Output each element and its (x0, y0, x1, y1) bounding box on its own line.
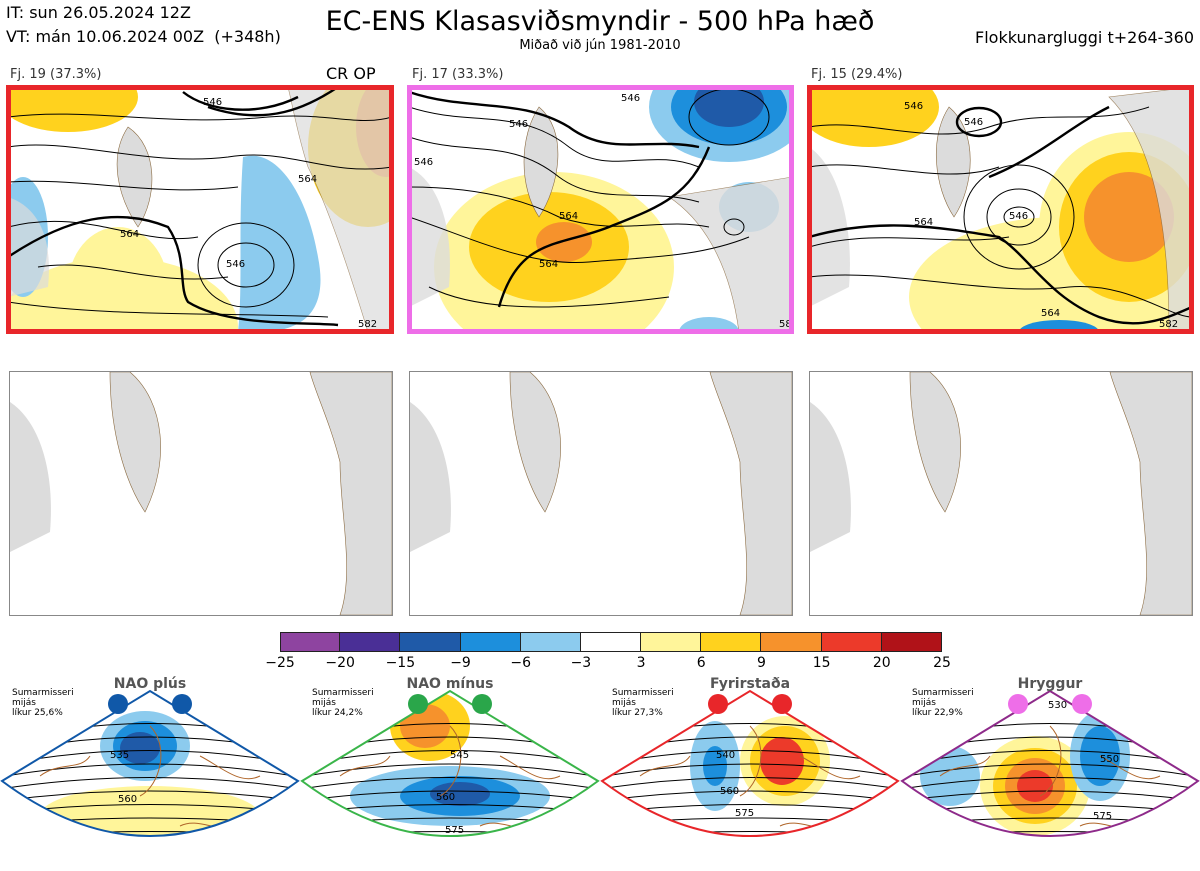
cluster-1-contour-label: 564 (298, 174, 317, 185)
basemap-1 (9, 371, 393, 616)
cluster-1-map: 546 564 564 546 582 (8, 87, 392, 332)
cluster-2-label: Fj. 17 (33.3%) (412, 67, 504, 82)
colorbar-segment (460, 632, 521, 652)
regime-contour-label: 540 (716, 750, 735, 761)
regime-map: 545 560 575 (300, 689, 600, 837)
cluster-1-tag: CR OP (326, 64, 376, 83)
cluster-1-contour-label: 546 (203, 97, 222, 108)
regime-contour-label: 545 (450, 750, 469, 761)
regime-info: Sumarmisseri mijás líkur 24,2% (312, 688, 374, 718)
regime-map: 540 560 575 (600, 689, 900, 837)
classification-window: Flokkunargluggi t+264-360 (975, 28, 1194, 47)
colorbar-tick-label: −25 (265, 655, 295, 671)
cluster-2-contour-label: 582 (779, 319, 792, 330)
cluster-1-label: Fj. 19 (37.3%) (10, 67, 102, 82)
page-title: EC-ENS Klasasviðsmyndir - 500 hPa hæð (325, 6, 875, 37)
regime-contour-label: 550 (1100, 754, 1119, 765)
regime-panel: 535 560 Sumarmisseri mijás líkur 25,6% NAO … (0, 676, 300, 871)
colorbar-segment (280, 632, 341, 652)
regime-contour-label: 575 (1093, 811, 1112, 822)
cluster-2-contour-label: 546 (414, 157, 433, 168)
regime-name: Hryggur (1017, 676, 1083, 692)
colorbar-tick-label: 3 (636, 655, 646, 671)
cluster-3-label: Fj. 15 (29.4%) (811, 67, 903, 82)
cluster-3-map: 546 546 564 564 546 582 (809, 87, 1192, 332)
regime-marker-dot (172, 694, 192, 714)
regime-contour-label: 560 (436, 792, 455, 803)
colorbar-tick-label: −6 (510, 655, 532, 671)
colorbar-segment (821, 632, 882, 652)
regime-marker-dot (408, 694, 428, 714)
regime-panel: 540 560 575 Sumarmisseri mijás líkur 27,3% F… (600, 676, 900, 871)
cluster-2-contour-label: 546 (509, 119, 528, 130)
colorbar-segment (340, 632, 401, 652)
cluster-3-contour-label: 546 (1009, 211, 1028, 222)
regime-marker-dot (772, 694, 792, 714)
colorbar-tick-label: 20 (872, 655, 891, 671)
colorbar-tick-label: −9 (450, 655, 471, 671)
regime-contour-label: 560 (118, 794, 137, 805)
cluster-1-contour-label: 546 (226, 259, 245, 270)
regime-info: Sumarmisseri mijás líkur 25,6% (12, 688, 74, 718)
colorbar-segment (580, 632, 642, 652)
colorbar-segment (881, 632, 942, 652)
regime-name: NAO plús (113, 676, 187, 692)
colorbar (280, 632, 942, 652)
cluster-3-contour-label: 582 (1159, 319, 1178, 330)
colorbar-tick-label: −15 (385, 655, 416, 671)
cluster-3-contour-label: 564 (914, 217, 933, 228)
colorbar-ticks: −25 −20 −15 −9 −6 −3 3 6 9 15 20 25 (265, 655, 951, 673)
basemap-3 (809, 371, 1193, 616)
regime-marker-dot (708, 694, 728, 714)
cluster-2-map: 546 546 564 564 546 582 (409, 87, 792, 332)
colorbar-segment (520, 632, 581, 652)
cluster-1-contour-label: 564 (120, 229, 139, 240)
regime-contour-label: 560 (720, 786, 739, 797)
regime-panel: 545 560 575 Sumarmisseri mijás líkur 24,2% N… (300, 676, 600, 871)
colorbar-segment (641, 632, 702, 652)
regime-info: Sumarmisseri mijás líkur 27,3% (612, 688, 674, 718)
colorbar-tick-label: 6 (696, 655, 706, 671)
regime-marker-dot (1008, 694, 1028, 714)
regime-name: Fyrirstaða (709, 676, 791, 692)
cluster-2-contour-label: 564 (539, 259, 558, 270)
cluster-2-contour-label: 546 (621, 93, 640, 104)
regime-marker-dot (1072, 694, 1092, 714)
regime-marker-dot (472, 694, 492, 714)
regime-contour-label: 575 (735, 808, 754, 819)
init-time: IT: sun 26.05.2024 12Z (6, 3, 191, 22)
colorbar-tick-label: −20 (325, 655, 355, 671)
colorbar-segment (701, 632, 762, 652)
regime-map: 535 560 (0, 689, 300, 837)
colorbar-segment (400, 632, 461, 652)
colorbar-tick-label: −3 (570, 655, 592, 671)
regime-marker-dot (108, 694, 128, 714)
regime-contour-label: 535 (110, 750, 129, 761)
regime-info: Sumarmisseri mijás líkur 22,9% (912, 688, 974, 718)
cluster-3-contour-label: 546 (964, 117, 983, 128)
cluster-2-contour-label: 564 (559, 211, 578, 222)
colorbar-tick-label: 25 (933, 655, 951, 671)
cluster-3-contour-label: 564 (1041, 308, 1060, 319)
cluster-1-contour-label: 582 (358, 319, 377, 330)
valid-time: VT: mán 10.06.2024 00Z (+348h) (6, 27, 281, 46)
colorbar-segment (761, 632, 822, 652)
climate-reference: Miðað við jún 1981-2010 (519, 38, 681, 53)
regime-panel: 530 550 575 Sumarmisseri mijás líkur 22,9% H… (900, 676, 1200, 871)
basemap-2 (409, 371, 793, 616)
colorbar-tick-label: 15 (812, 655, 831, 671)
regime-map: 530 550 575 (900, 689, 1200, 837)
regime-contour-label: 575 (445, 825, 464, 836)
regime-name: NAO mínus (406, 676, 494, 692)
cluster-3-contour-label: 546 (904, 101, 923, 112)
colorbar-tick-label: 9 (756, 655, 766, 671)
regime-contour-label: 530 (1048, 700, 1067, 711)
